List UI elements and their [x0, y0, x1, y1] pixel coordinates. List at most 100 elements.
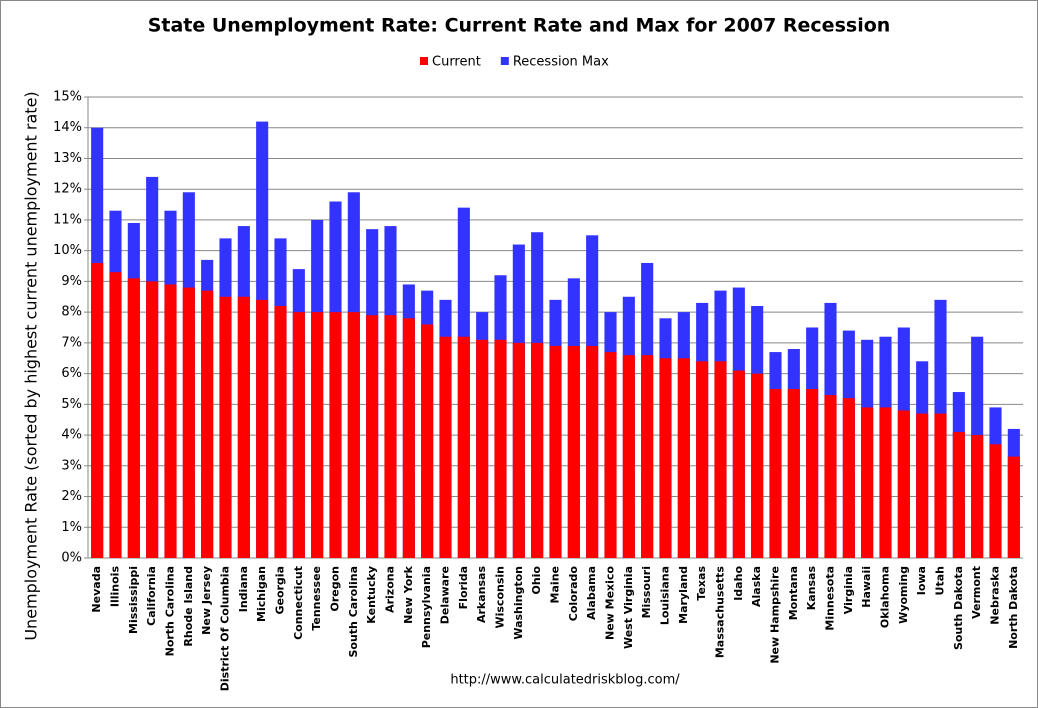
x-tick-label: Mississippi	[127, 566, 140, 634]
x-tick-label: West Virginia	[622, 566, 635, 649]
bar	[201, 290, 214, 558]
x-tick-label: North Dakota	[1007, 566, 1020, 649]
legend-swatch	[500, 57, 509, 65]
bar	[567, 345, 580, 558]
y-tick-label: 12%	[53, 182, 82, 197]
x-tick-label: Texas	[695, 566, 708, 601]
bar	[366, 315, 379, 558]
bar	[604, 352, 617, 558]
y-tick-label: 8%	[61, 305, 82, 320]
y-tick-label: 7%	[61, 335, 82, 350]
chart-title: State Unemployment Rate: Current Rate an…	[148, 15, 891, 37]
x-tick-label: Massachusetts	[714, 566, 727, 659]
bar	[806, 388, 819, 558]
y-axis-label: Unemployment Rate (sorted by highest cur…	[22, 91, 41, 640]
bar	[292, 312, 305, 558]
bar	[824, 395, 837, 558]
bar	[842, 398, 855, 558]
bar	[934, 413, 947, 558]
x-tick-label: Iowa	[915, 566, 928, 595]
bar	[879, 407, 892, 558]
bar	[714, 361, 727, 558]
x-tick-label: Oklahoma	[879, 566, 892, 628]
bar	[384, 315, 397, 558]
bar	[219, 296, 232, 558]
bar	[311, 312, 324, 558]
x-tick-label: Montana	[787, 566, 800, 620]
x-tick-label: District Of Columbia	[219, 566, 232, 691]
x-tick-label: Utah	[934, 566, 947, 595]
bar	[897, 410, 910, 558]
bar	[127, 278, 140, 558]
x-tick-label: Kentucky	[365, 566, 378, 624]
y-tick-label: 0%	[61, 551, 82, 566]
y-tick-label: 2%	[61, 489, 82, 504]
bar	[586, 345, 599, 558]
bar	[549, 345, 562, 558]
y-tick-label: 13%	[53, 151, 82, 166]
bar	[751, 373, 764, 558]
legend-label: Current	[432, 55, 481, 70]
bar	[329, 312, 342, 558]
x-tick-label: Florida	[457, 566, 470, 609]
x-tick-label: Michigan	[255, 566, 268, 622]
bar	[421, 324, 434, 558]
x-tick-label: New Jersey	[200, 566, 213, 635]
bar	[916, 413, 929, 558]
y-tick-label: 4%	[61, 428, 82, 443]
x-tick-label: Virginia	[842, 566, 855, 614]
bar	[861, 407, 874, 558]
x-tick-label: Georgia	[274, 566, 287, 615]
x-tick-label: New Hampshire	[769, 566, 782, 664]
x-tick-label: Missouri	[640, 566, 653, 618]
y-tick-label: 14%	[53, 120, 82, 135]
x-tick-label: North Carolina	[164, 566, 177, 656]
y-tick-label: 10%	[53, 243, 82, 258]
x-tick-label: Connecticut	[292, 566, 305, 640]
legend-label: Recession Max	[513, 55, 609, 70]
x-tick-label: South Carolina	[347, 566, 360, 658]
x-tick-label: Washington	[512, 566, 525, 640]
legend-swatch	[420, 57, 428, 65]
bar	[769, 388, 782, 558]
bar	[256, 299, 269, 558]
x-tick-label: Nevada	[90, 566, 103, 613]
y-tick-label: 3%	[61, 458, 82, 473]
x-tick-label: Oregon	[329, 566, 342, 612]
source: http://www.calculatedriskblog.com/	[450, 673, 680, 688]
bar	[622, 355, 635, 558]
bar	[274, 305, 287, 558]
x-tick-label: Alabama	[585, 566, 598, 620]
x-tick-label: Indiana	[237, 566, 250, 612]
bar	[971, 435, 984, 558]
x-tick-label: California	[145, 566, 158, 626]
bar	[696, 361, 709, 558]
bar	[439, 336, 452, 558]
bar	[182, 287, 195, 558]
bar	[457, 336, 470, 558]
x-tick-label: Rhode Island	[182, 566, 195, 647]
x-tick-label: Maine	[549, 566, 562, 603]
x-tick-label: Vermont	[970, 566, 983, 619]
x-tick-label: Kansas	[805, 566, 818, 611]
x-tick-label: Louisiana	[659, 566, 672, 625]
x-tick-label: Maryland	[677, 566, 690, 624]
bar	[512, 342, 525, 558]
bar	[402, 318, 415, 558]
x-tick-label: Wyoming	[897, 566, 910, 624]
bar	[641, 355, 654, 558]
y-tick-label: 15%	[53, 90, 82, 105]
x-tick-label: Alaska	[750, 566, 763, 607]
bar	[531, 342, 544, 558]
x-tick-label: Arizona	[384, 566, 397, 613]
bar	[237, 296, 250, 558]
x-tick-label: New Mexico	[604, 566, 617, 640]
bar	[146, 281, 159, 558]
x-tick-label: Pennsylvania	[420, 566, 433, 648]
bar	[1007, 456, 1020, 558]
x-tick-label: Delaware	[439, 566, 452, 624]
bar	[476, 339, 489, 558]
y-tick-label: 1%	[61, 520, 82, 535]
bar	[677, 358, 690, 558]
